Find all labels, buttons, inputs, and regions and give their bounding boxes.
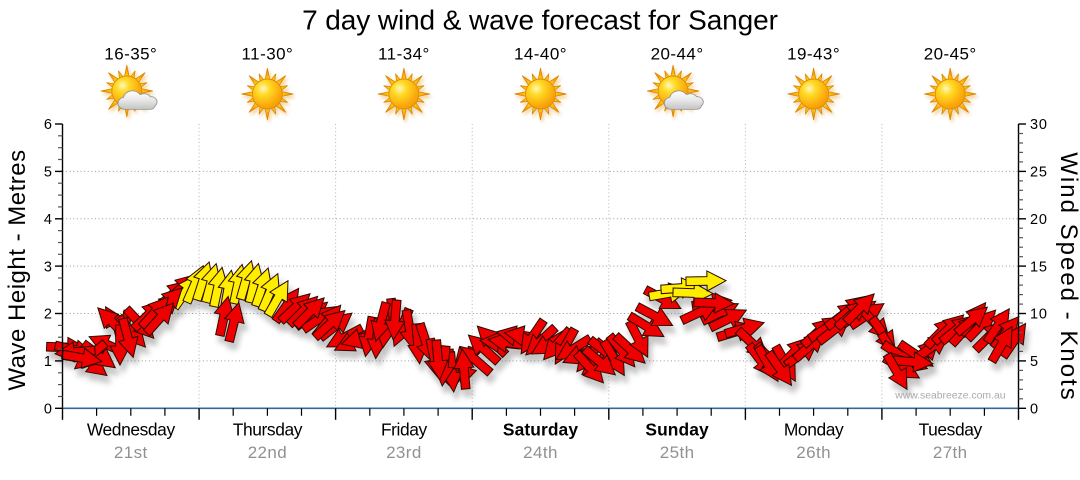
svg-text:2: 2: [44, 307, 52, 323]
svg-text:27th: 27th: [933, 443, 968, 462]
svg-text:7 day wind & wave forecast for: 7 day wind & wave forecast for Sanger: [302, 5, 778, 36]
svg-text:10: 10: [1030, 307, 1048, 323]
svg-text:23rd: 23rd: [386, 443, 422, 462]
svg-text:3: 3: [44, 259, 52, 275]
svg-text:19-43°: 19-43°: [787, 45, 840, 64]
svg-text:11-30°: 11-30°: [242, 45, 294, 64]
svg-text:14-40°: 14-40°: [514, 45, 567, 64]
svg-text:Thursday: Thursday: [233, 420, 303, 440]
svg-text:0: 0: [44, 402, 52, 418]
svg-text:20: 20: [1030, 212, 1048, 228]
svg-text:Tuesday: Tuesday: [919, 420, 983, 440]
svg-text:Wednesday: Wednesday: [87, 420, 176, 440]
svg-text:22nd: 22nd: [248, 443, 287, 462]
svg-text:4: 4: [44, 212, 52, 228]
svg-text:15: 15: [1030, 259, 1048, 275]
svg-text:21st: 21st: [114, 443, 148, 462]
svg-text:25: 25: [1030, 165, 1048, 181]
svg-text:5: 5: [44, 165, 52, 181]
svg-text:www.seabreeze.com.au: www.seabreeze.com.au: [894, 391, 1006, 402]
svg-text:25th: 25th: [660, 443, 695, 462]
svg-text:20-45°: 20-45°: [924, 45, 977, 64]
svg-text:Wave Height - Metres: Wave Height - Metres: [4, 149, 31, 390]
svg-text:6: 6: [44, 117, 52, 133]
svg-text:0: 0: [1030, 402, 1039, 418]
svg-text:Monday: Monday: [784, 420, 844, 440]
svg-text:26th: 26th: [796, 443, 831, 462]
svg-text:Saturday: Saturday: [503, 420, 578, 440]
svg-text:11-34°: 11-34°: [378, 45, 430, 64]
svg-text:Sunday: Sunday: [645, 420, 709, 440]
svg-text:24th: 24th: [523, 443, 558, 462]
svg-text:1: 1: [44, 354, 52, 370]
svg-text:5: 5: [1030, 354, 1039, 370]
svg-text:Friday: Friday: [381, 420, 428, 440]
svg-text:20-44°: 20-44°: [651, 45, 704, 64]
svg-text:16-35°: 16-35°: [104, 45, 157, 64]
svg-text:30: 30: [1030, 117, 1048, 133]
svg-text:Wind Speed - Knots: Wind Speed - Knots: [1055, 152, 1080, 401]
